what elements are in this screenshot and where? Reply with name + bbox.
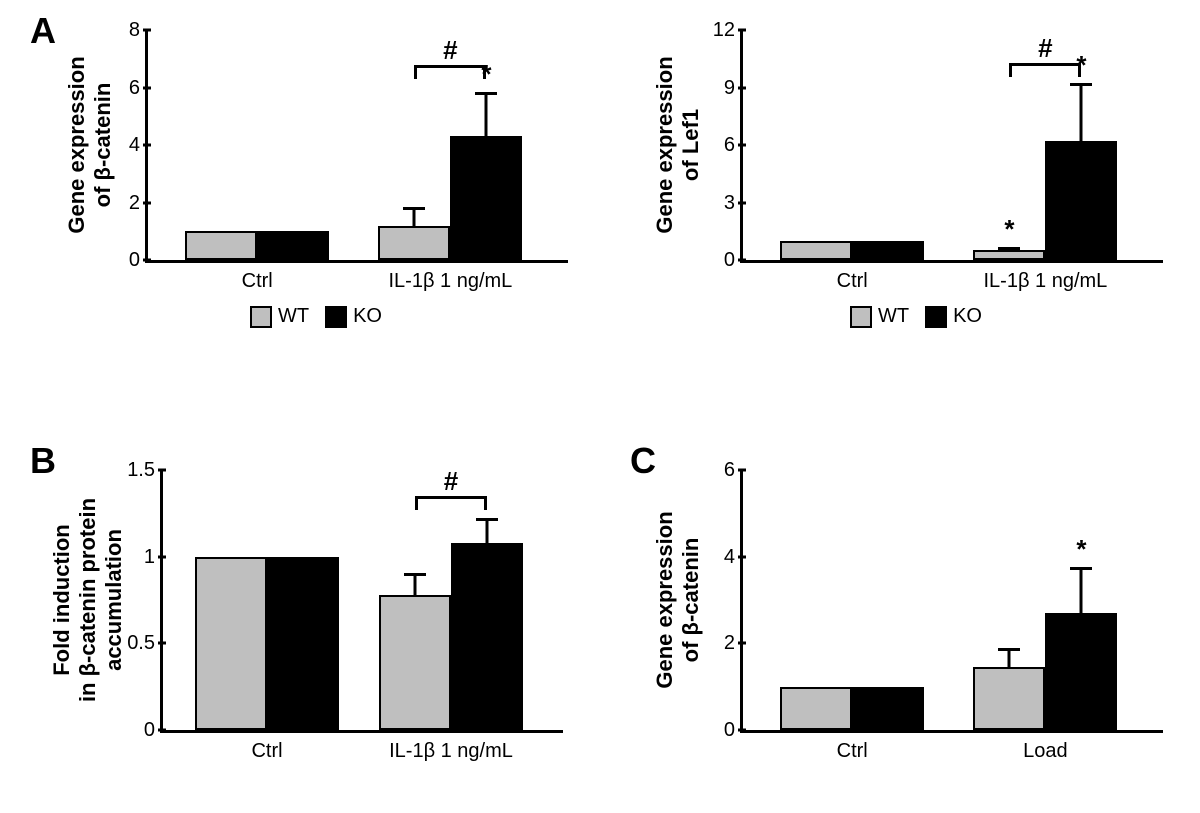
comparison-bracket [163, 470, 563, 730]
ytick: 3 [724, 193, 743, 213]
ytick: 8 [129, 20, 148, 40]
legend-A-right: WT KO [850, 305, 982, 328]
ytick: 12 [713, 20, 743, 40]
panel-A-left: A Gene expressionof β-catenin 02468CtrlI… [30, 10, 590, 340]
legend-A-left: WT KO [250, 305, 382, 328]
bar [973, 667, 1045, 730]
ytick: 4 [129, 135, 148, 155]
xcat-label: Load [1023, 730, 1068, 763]
significance-marker: * [1076, 534, 1086, 565]
ytick: 2 [129, 193, 148, 213]
ytick: 0 [144, 720, 163, 740]
xcat-label: IL-1β 1 ng/mL [389, 730, 513, 763]
panel-C: C Gene expressionof β-catenin 0246CtrlLo… [630, 440, 1190, 780]
ytick: 6 [724, 460, 743, 480]
xcat-label: IL-1β 1 ng/mL [388, 260, 512, 293]
plot-area: 00.511.5CtrlIL-1β 1 ng/mL# [160, 470, 563, 733]
ylabel-text: Fold inductionin β-catenin proteinaccumu… [49, 498, 126, 702]
bracket-label: # [443, 35, 457, 66]
plot-area: 036912CtrlIL-1β 1 ng/mL**# [740, 30, 1163, 263]
legend-label: KO [953, 305, 982, 327]
ylabel-B: Fold inductionin β-catenin proteinaccumu… [49, 498, 127, 702]
figure: A Gene expressionof β-catenin 02468CtrlI… [0, 0, 1200, 813]
ytick: 1 [144, 547, 163, 567]
swatch-wt [850, 306, 872, 328]
bracket-label: # [444, 466, 458, 497]
panel-label-B: B [30, 440, 56, 482]
bracket-label: # [1038, 33, 1052, 64]
legend-label: WT [278, 305, 309, 327]
error-cap [998, 648, 1020, 651]
ytick: 0.5 [127, 633, 163, 653]
plot-area: 02468CtrlIL-1β 1 ng/mL*# [145, 30, 568, 263]
panel-B: B Fold inductionin β-catenin proteinaccu… [30, 440, 590, 780]
bar [1045, 613, 1117, 730]
ytick: 4 [724, 547, 743, 567]
bar [852, 687, 924, 730]
ylabel-text: Gene expressionof β-catenin [64, 56, 115, 233]
ytick: 9 [724, 78, 743, 98]
ytick: 0 [129, 250, 148, 270]
swatch-ko [325, 306, 347, 328]
xcat-label: Ctrl [837, 730, 868, 763]
ytick: 6 [129, 78, 148, 98]
ytick: 0 [724, 720, 743, 740]
xcat-label: Ctrl [837, 260, 868, 293]
ytick: 2 [724, 633, 743, 653]
panel-label-C: C [630, 440, 656, 482]
legend-item-wt: WT [250, 305, 309, 328]
xcat-label: IL-1β 1 ng/mL [983, 260, 1107, 293]
ytick: 0 [724, 250, 743, 270]
ylabel-A-right: Gene expressionof Lef1 [652, 56, 704, 233]
ylabel-text: Gene expressionof Lef1 [652, 56, 703, 233]
ylabel-C: Gene expressionof β-catenin [652, 511, 704, 688]
error-cap [1070, 567, 1092, 570]
error-bar [1008, 649, 1011, 667]
ytick: 1.5 [127, 460, 163, 480]
swatch-wt [250, 306, 272, 328]
xcat-label: Ctrl [251, 730, 282, 763]
legend-label: WT [878, 305, 909, 327]
panel-label-A: A [30, 10, 56, 52]
panel-A-right: Gene expressionof Lef1 036912CtrlIL-1β 1… [630, 10, 1190, 340]
error-bar [1080, 568, 1083, 614]
ylabel-text: Gene expressionof β-catenin [652, 511, 703, 688]
ytick: 6 [724, 135, 743, 155]
bar [780, 687, 852, 730]
legend-label: KO [353, 305, 382, 327]
legend-item-ko: KO [925, 305, 982, 328]
legend-item-ko: KO [325, 305, 382, 328]
comparison-bracket [148, 30, 568, 260]
ylabel-A-left: Gene expressionof β-catenin [64, 56, 116, 233]
swatch-ko [925, 306, 947, 328]
comparison-bracket [743, 30, 1163, 260]
plot-area: 0246CtrlLoad* [740, 470, 1163, 733]
xcat-label: Ctrl [242, 260, 273, 293]
legend-item-wt: WT [850, 305, 909, 328]
